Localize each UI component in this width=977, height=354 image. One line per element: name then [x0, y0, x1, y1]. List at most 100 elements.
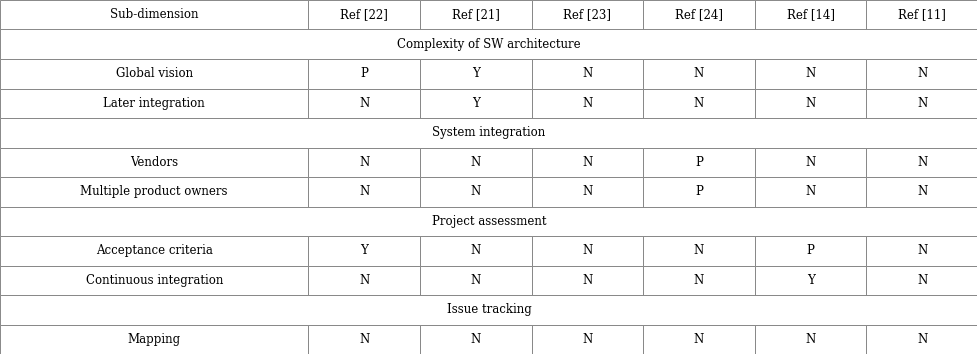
Text: N: N: [805, 185, 815, 198]
Bar: [0, 118, 977, 148]
Bar: [643, 177, 754, 206]
Bar: [0, 0, 308, 29]
Bar: [754, 88, 866, 118]
Text: Project assessment: Project assessment: [431, 215, 546, 228]
Text: N: N: [581, 244, 592, 257]
Text: N: N: [916, 156, 926, 169]
Text: Y: Y: [360, 244, 367, 257]
Bar: [419, 59, 531, 88]
Bar: [531, 0, 643, 29]
Text: System integration: System integration: [432, 126, 545, 139]
Bar: [419, 0, 531, 29]
Text: Vendors: Vendors: [130, 156, 178, 169]
Bar: [0, 236, 308, 266]
Bar: [0, 206, 977, 236]
Bar: [419, 148, 531, 177]
Text: N: N: [359, 185, 369, 198]
Text: N: N: [916, 185, 926, 198]
Bar: [754, 0, 866, 29]
Bar: [531, 88, 643, 118]
Text: Global vision: Global vision: [115, 67, 192, 80]
Text: N: N: [916, 97, 926, 110]
Text: Sub-dimension: Sub-dimension: [109, 8, 198, 21]
Bar: [419, 236, 531, 266]
Text: N: N: [581, 97, 592, 110]
Bar: [866, 59, 977, 88]
Text: N: N: [805, 333, 815, 346]
Bar: [0, 266, 308, 295]
Text: N: N: [581, 67, 592, 80]
Bar: [531, 177, 643, 206]
Bar: [754, 177, 866, 206]
Bar: [0, 29, 977, 59]
Text: N: N: [470, 274, 481, 287]
Bar: [866, 266, 977, 295]
Bar: [866, 236, 977, 266]
Bar: [643, 266, 754, 295]
Text: N: N: [916, 67, 926, 80]
Bar: [419, 266, 531, 295]
Text: N: N: [581, 185, 592, 198]
Bar: [0, 295, 977, 325]
Text: N: N: [581, 274, 592, 287]
Text: N: N: [470, 333, 481, 346]
Text: P: P: [695, 156, 702, 169]
Text: Ref [11]: Ref [11]: [897, 8, 945, 21]
Text: P: P: [806, 244, 814, 257]
Text: Acceptance criteria: Acceptance criteria: [96, 244, 212, 257]
Bar: [754, 59, 866, 88]
Bar: [308, 148, 419, 177]
Text: N: N: [805, 97, 815, 110]
Bar: [643, 88, 754, 118]
Text: N: N: [805, 156, 815, 169]
Text: N: N: [693, 67, 703, 80]
Bar: [866, 148, 977, 177]
Bar: [643, 325, 754, 354]
Bar: [866, 0, 977, 29]
Text: N: N: [470, 244, 481, 257]
Text: Ref [21]: Ref [21]: [451, 8, 499, 21]
Text: N: N: [916, 274, 926, 287]
Bar: [531, 59, 643, 88]
Bar: [754, 266, 866, 295]
Text: Later integration: Later integration: [104, 97, 205, 110]
Text: P: P: [360, 67, 367, 80]
Text: N: N: [693, 97, 703, 110]
Text: N: N: [359, 333, 369, 346]
Bar: [754, 236, 866, 266]
Text: Continuous integration: Continuous integration: [85, 274, 223, 287]
Text: Y: Y: [806, 274, 814, 287]
Text: Y: Y: [471, 97, 480, 110]
Bar: [643, 236, 754, 266]
Text: P: P: [695, 185, 702, 198]
Text: N: N: [693, 244, 703, 257]
Text: N: N: [581, 156, 592, 169]
Text: Ref [24]: Ref [24]: [674, 8, 722, 21]
Text: N: N: [805, 67, 815, 80]
Bar: [754, 148, 866, 177]
Text: Ref [22]: Ref [22]: [340, 8, 388, 21]
Bar: [866, 177, 977, 206]
Bar: [643, 59, 754, 88]
Bar: [308, 177, 419, 206]
Bar: [308, 0, 419, 29]
Text: Ref [23]: Ref [23]: [563, 8, 611, 21]
Text: Multiple product owners: Multiple product owners: [80, 185, 228, 198]
Text: N: N: [470, 185, 481, 198]
Text: N: N: [916, 333, 926, 346]
Text: N: N: [359, 274, 369, 287]
Text: Ref [14]: Ref [14]: [786, 8, 833, 21]
Bar: [308, 236, 419, 266]
Bar: [0, 148, 308, 177]
Bar: [0, 88, 308, 118]
Text: Y: Y: [471, 67, 480, 80]
Bar: [531, 266, 643, 295]
Bar: [308, 88, 419, 118]
Text: N: N: [693, 333, 703, 346]
Bar: [866, 88, 977, 118]
Text: N: N: [581, 333, 592, 346]
Bar: [0, 59, 308, 88]
Bar: [531, 325, 643, 354]
Text: N: N: [916, 244, 926, 257]
Text: N: N: [693, 274, 703, 287]
